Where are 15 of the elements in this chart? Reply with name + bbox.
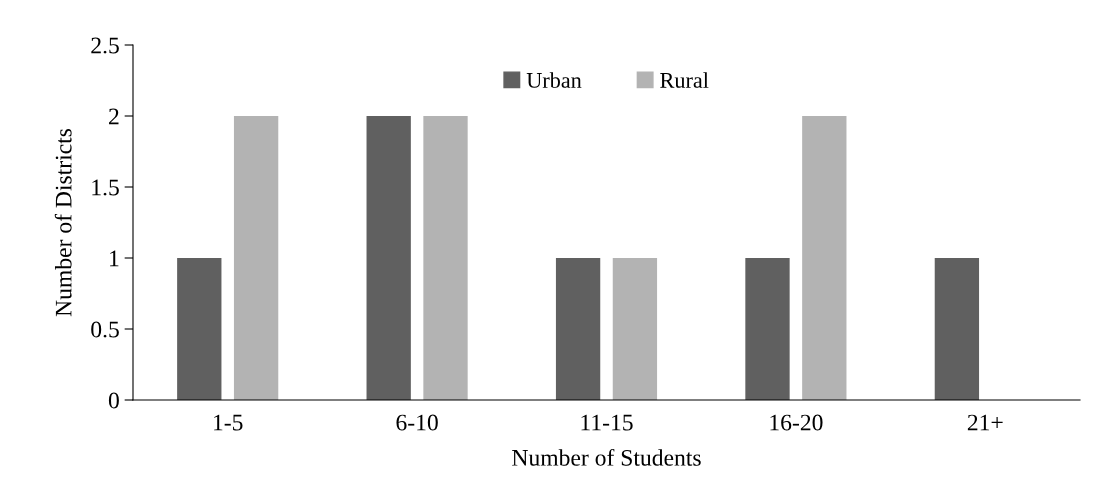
x-axis-title: Number of Students (512, 448, 701, 466)
x-tick-label: 1-5 (214, 414, 243, 431)
x-tick-label: 21+ (967, 414, 1003, 431)
y-tick-label: 1 (110, 250, 119, 267)
x-tick-label: 16-20 (770, 414, 823, 431)
x-tick-label: 11-15 (581, 414, 633, 431)
y-tick-label: 2 (109, 108, 119, 125)
legend-label: Urban (526, 72, 582, 88)
y-axis-title: Number of Districts (54, 128, 72, 317)
x-tick-label: 6-10 (396, 414, 438, 431)
legend-label: Rural (660, 72, 709, 88)
y-tick-label: 0 (108, 392, 119, 409)
y-tick-label: 2.5 (91, 37, 119, 54)
y-tick-label: 0.5 (91, 321, 119, 338)
y-tick-label: 1.5 (92, 179, 119, 196)
